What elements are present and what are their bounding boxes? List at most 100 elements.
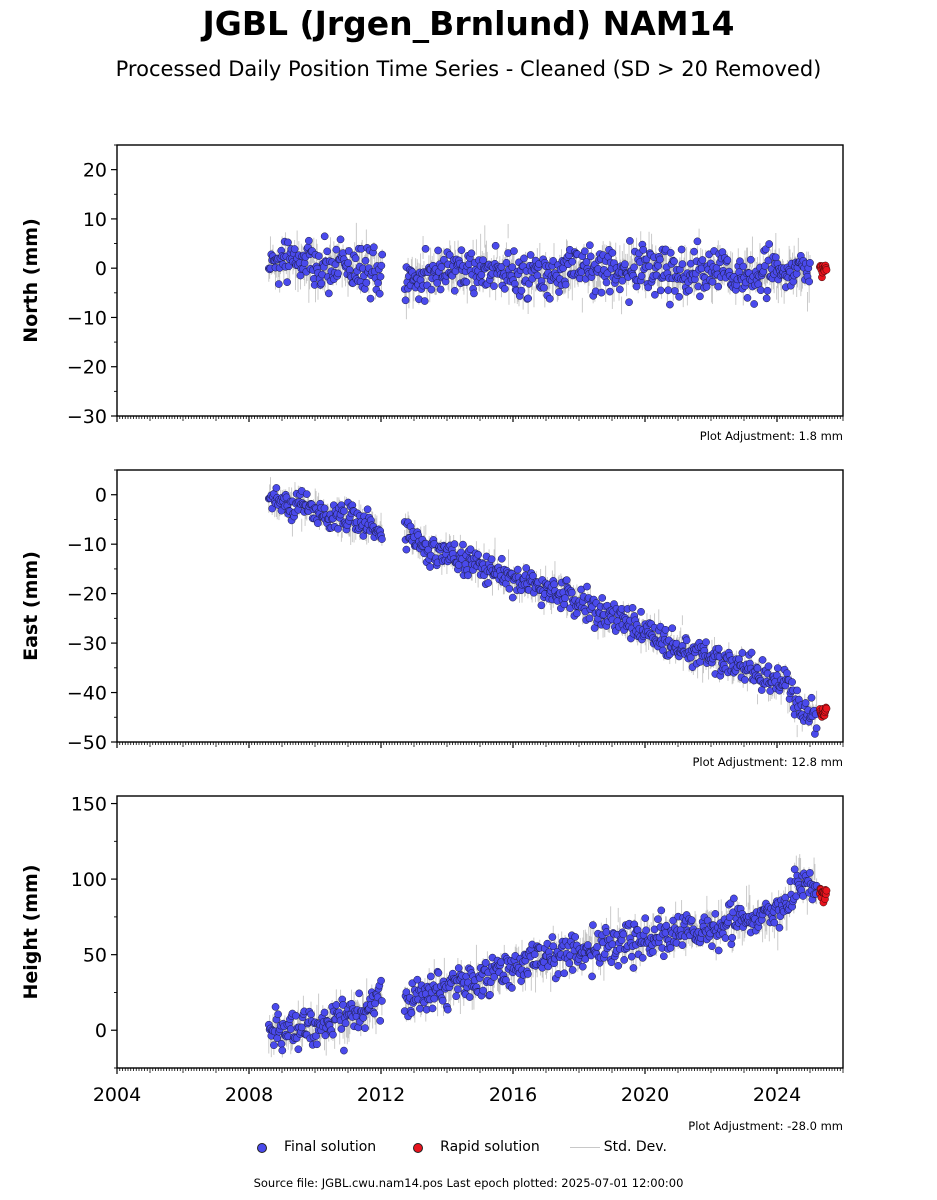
final-point bbox=[361, 256, 370, 265]
final-point bbox=[771, 253, 780, 262]
final-point bbox=[487, 555, 496, 564]
final-point bbox=[666, 944, 675, 952]
final-point bbox=[561, 280, 570, 289]
final-point bbox=[402, 545, 411, 554]
final-point bbox=[812, 724, 821, 733]
final-point bbox=[407, 1009, 416, 1017]
x-ticks-east bbox=[116, 742, 844, 748]
final-point bbox=[320, 232, 329, 241]
final-point bbox=[378, 997, 386, 1005]
final-point bbox=[378, 250, 387, 259]
y-tick-label: 50 bbox=[83, 945, 107, 967]
final-point bbox=[313, 519, 322, 528]
final-point bbox=[452, 992, 461, 1001]
final-point bbox=[598, 594, 607, 602]
final-point bbox=[775, 923, 784, 932]
y-tick-label: −30 bbox=[67, 633, 107, 655]
final-point bbox=[583, 582, 591, 591]
final-point bbox=[497, 554, 506, 563]
final-point bbox=[286, 1025, 295, 1033]
legend-rapid-marker bbox=[406, 1137, 440, 1157]
final-point bbox=[549, 942, 558, 951]
x-tick-label: 2020 bbox=[621, 1084, 669, 1106]
final-point bbox=[304, 236, 313, 245]
final-point bbox=[627, 952, 636, 961]
final-point bbox=[344, 259, 352, 267]
final-point bbox=[508, 263, 517, 272]
final-point bbox=[490, 282, 498, 290]
final-point bbox=[363, 505, 372, 514]
y-tick-label: 0 bbox=[95, 485, 107, 507]
final-point bbox=[421, 244, 430, 253]
final-point bbox=[799, 892, 807, 900]
final-point bbox=[753, 664, 762, 673]
final-point bbox=[763, 286, 772, 295]
final-point bbox=[450, 286, 459, 295]
final-point bbox=[340, 1046, 348, 1055]
final-point bbox=[770, 918, 779, 927]
final-point bbox=[355, 989, 363, 998]
final-point bbox=[434, 969, 443, 977]
final-point bbox=[459, 540, 467, 549]
final-point bbox=[336, 235, 345, 244]
final-point bbox=[484, 579, 493, 587]
data-east bbox=[264, 477, 831, 738]
final-point bbox=[788, 678, 796, 686]
final-point bbox=[565, 959, 574, 968]
legend-item-rapid: Rapid solution bbox=[406, 1137, 540, 1157]
final-point bbox=[743, 294, 752, 302]
final-point bbox=[345, 247, 353, 255]
final-point bbox=[581, 955, 590, 964]
final-point bbox=[588, 972, 596, 981]
final-point bbox=[277, 1040, 286, 1048]
final-point bbox=[294, 1045, 303, 1054]
final-point bbox=[685, 286, 693, 295]
final-point bbox=[513, 565, 522, 574]
final-point bbox=[589, 921, 597, 929]
final-point bbox=[762, 294, 771, 303]
final-point bbox=[454, 964, 463, 972]
final-point bbox=[337, 1025, 346, 1033]
final-point bbox=[661, 625, 670, 634]
final-point bbox=[520, 254, 528, 263]
final-point bbox=[801, 699, 810, 707]
final-point bbox=[690, 247, 698, 256]
final-point bbox=[413, 975, 422, 984]
final-point bbox=[470, 289, 478, 298]
final-point bbox=[341, 1019, 350, 1028]
plot-adjustment-north: Plot Adjustment: 1.8 mm bbox=[700, 429, 843, 443]
final-point bbox=[657, 906, 666, 915]
final-point bbox=[687, 916, 696, 924]
final-point bbox=[545, 294, 554, 303]
final-point bbox=[626, 237, 634, 245]
final-point bbox=[711, 910, 720, 918]
final-point bbox=[307, 1010, 315, 1019]
x-ticks-height: 2004 2008 2012 2016 2020 2024 bbox=[93, 1068, 844, 1106]
final-point bbox=[573, 609, 581, 618]
source-footer: Source file: JGBL.cwu.nam14.pos Last epo… bbox=[253, 1176, 684, 1190]
final-point bbox=[708, 942, 716, 951]
rapid-points-east bbox=[816, 703, 831, 721]
final-point bbox=[479, 986, 488, 995]
final-point bbox=[641, 914, 650, 923]
final-point bbox=[597, 288, 606, 297]
final-point bbox=[677, 245, 686, 254]
final-point bbox=[756, 286, 765, 295]
y-tick-label: 0 bbox=[95, 1020, 107, 1042]
final-point bbox=[746, 255, 755, 264]
plot-adjustment-east: Plot Adjustment: 12.8 mm bbox=[692, 755, 843, 769]
final-point bbox=[457, 246, 466, 254]
final-point bbox=[466, 545, 475, 554]
final-point bbox=[656, 255, 664, 264]
final-point bbox=[540, 283, 548, 292]
final-point bbox=[274, 280, 283, 288]
final-point bbox=[416, 1004, 424, 1013]
final-point bbox=[698, 256, 707, 264]
y-tick-label: −50 bbox=[67, 732, 107, 754]
final-point bbox=[437, 263, 446, 271]
final-point bbox=[764, 662, 773, 671]
final-point bbox=[666, 300, 674, 309]
chart-title: JGBL (Jrgen_Brnlund) NAM14 bbox=[202, 4, 735, 43]
final-point bbox=[555, 288, 563, 296]
final-point bbox=[645, 262, 653, 271]
